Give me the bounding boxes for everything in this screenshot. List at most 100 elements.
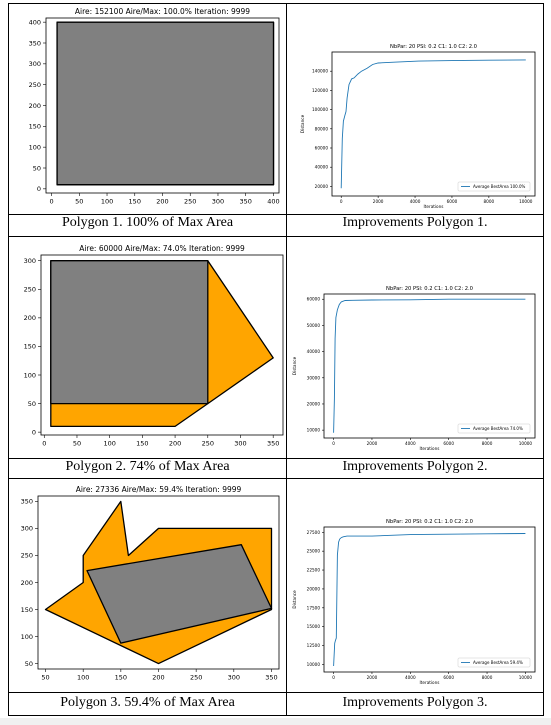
y-tick-label: 17500: [307, 605, 321, 610]
legend-label: Average BestArea 59.4%: [473, 660, 523, 665]
x-tick-label: 6000: [447, 199, 458, 204]
improvements-3-chart: NbPar: 20 PSI: 0.2 C1: 1.0 C2: 2.0 Averag…: [292, 519, 536, 685]
y-tick-label: 120000: [312, 88, 328, 93]
x-tick-label: 50: [75, 198, 83, 206]
improvements-1-chart: NbPar: 20 PSI: 0.2 C1: 1.0 C2: 2.0 Averag…: [300, 44, 536, 209]
y-tick-label: 50: [25, 660, 33, 668]
x-tick-label: 150: [136, 440, 148, 448]
y-tick-label: 300: [24, 257, 36, 265]
chart-title: NbPar: 20 PSI: 0.2 C1: 1.0 C2: 2.0: [390, 44, 477, 50]
x-tick-label: 8000: [484, 199, 495, 204]
y-tick-label: 100000: [312, 107, 328, 112]
y-tick-label: 250: [29, 81, 41, 89]
y-tick-label: 250: [21, 552, 33, 560]
y-tick-label: 350: [29, 39, 41, 47]
y-tick-label: 400: [29, 18, 41, 26]
legend-box: [457, 657, 531, 668]
x-tick-label: 2000: [373, 199, 384, 204]
x-tick-label: 100: [103, 440, 115, 448]
table-row-divider: [8, 478, 544, 479]
x-tick-label: 50: [73, 440, 81, 448]
chart-title: Aire: 60000 Aire/Max: 74.0% Iteration: 9…: [79, 244, 245, 253]
x-tick-label: 10000: [519, 675, 533, 680]
y-tick-label: 12500: [307, 643, 321, 648]
chart-title: Aire: 152100 Aire/Max: 100.0% Iteration:…: [75, 7, 250, 16]
y-tick-label: 27500: [307, 530, 321, 535]
x-tick-label: 150: [129, 198, 141, 206]
plot-frame: [323, 293, 536, 439]
y-tick-label: 22500: [307, 568, 321, 573]
x-tick-label: 250: [202, 440, 214, 448]
y-tick-label: 60000: [315, 145, 329, 150]
improvements-2-chart: NbPar: 20 PSI: 0.2 C1: 1.0 C2: 2.0 Averag…: [292, 286, 536, 451]
x-tick-label: 250: [190, 674, 202, 682]
caption-improvements-1: Improvements Polygon 1.: [342, 215, 488, 230]
caption-improvements-3: Improvements Polygon 3.: [342, 695, 488, 710]
y-tick-label: 200: [29, 102, 41, 110]
x-tick-label: 350: [240, 198, 252, 206]
x-tick-label: 2000: [367, 675, 378, 680]
x-axis-label: Iterations: [420, 446, 440, 451]
x-tick-label: 200: [169, 440, 181, 448]
x-axis-label: Iterations: [420, 680, 440, 685]
y-tick-label: 40000: [307, 349, 321, 354]
y-tick-label: 30000: [307, 375, 321, 380]
x-tick-label: 10000: [519, 441, 533, 446]
x-tick-label: 10000: [519, 199, 533, 204]
legend-box: [457, 423, 531, 434]
y-tick-label: 20000: [307, 586, 321, 591]
caption-polygon-3: Polygon 3. 59.4% of Max Area: [60, 695, 235, 710]
polygon-3-chart: Aire: 27336 Aire/Max: 59.4% Iteration: 9…: [21, 485, 280, 682]
y-axis-label: Distance: [292, 356, 297, 375]
x-tick-label: 8000: [482, 675, 493, 680]
x-tick-label: 150: [115, 674, 127, 682]
x-tick-label: 4000: [405, 675, 416, 680]
inner-polygon: [50, 260, 209, 405]
x-tick-label: 6000: [443, 675, 454, 680]
caption-improvements-2: Improvements Polygon 2.: [342, 459, 488, 474]
x-tick-label: 200: [152, 674, 164, 682]
y-tick-label: 350: [21, 498, 33, 506]
y-tick-label: 150: [29, 123, 41, 131]
polygon-1-chart: Aire: 152100 Aire/Max: 100.0% Iteration:…: [29, 7, 280, 206]
x-tick-label: 100: [77, 674, 89, 682]
x-tick-label: 0: [49, 198, 53, 206]
plot-frame: [323, 526, 536, 673]
x-tick-label: 6000: [443, 441, 454, 446]
y-tick-label: 20000: [307, 401, 321, 406]
x-tick-label: 350: [267, 440, 279, 448]
y-tick-label: 140000: [312, 69, 328, 74]
table-column-divider: [286, 3, 287, 716]
legend-label: Average BestArea 100.0%: [473, 184, 525, 189]
x-tick-label: 250: [184, 198, 196, 206]
x-tick-label: 350: [265, 674, 277, 682]
table-row-divider: [8, 458, 544, 459]
table-row-divider: [8, 692, 544, 693]
caption-polygon-2: Polygon 2. 74% of Max Area: [65, 459, 230, 474]
inner-polygon: [56, 21, 275, 186]
y-tick-label: 300: [21, 525, 33, 533]
y-tick-label: 20000: [315, 184, 329, 189]
y-tick-label: 150: [21, 606, 33, 614]
plot-frame: [40, 254, 284, 436]
plot-frame: [331, 51, 536, 197]
y-tick-label: 100: [24, 371, 36, 379]
inner-polygon: [86, 544, 273, 644]
x-tick-label: 200: [156, 198, 168, 206]
y-tick-label: 40000: [315, 165, 329, 170]
chart-title: NbPar: 20 PSI: 0.2 C1: 1.0 C2: 2.0: [386, 286, 473, 292]
table-row-divider: [8, 214, 544, 215]
series-line: [340, 59, 526, 189]
series-line: [333, 298, 526, 433]
y-tick-label: 100: [21, 633, 33, 641]
y-axis-label: Distance: [292, 590, 297, 609]
y-tick-label: 250: [24, 286, 36, 294]
page-bottom-strip: [0, 718, 551, 725]
y-tick-label: 50000: [307, 323, 321, 328]
polygon-2-chart: Aire: 60000 Aire/Max: 74.0% Iteration: 9…: [24, 244, 284, 448]
series-line: [333, 533, 526, 667]
y-tick-label: 25000: [307, 549, 321, 554]
x-tick-label: 400: [267, 198, 279, 206]
table-row-divider: [8, 236, 544, 237]
y-tick-label: 100: [29, 143, 41, 151]
